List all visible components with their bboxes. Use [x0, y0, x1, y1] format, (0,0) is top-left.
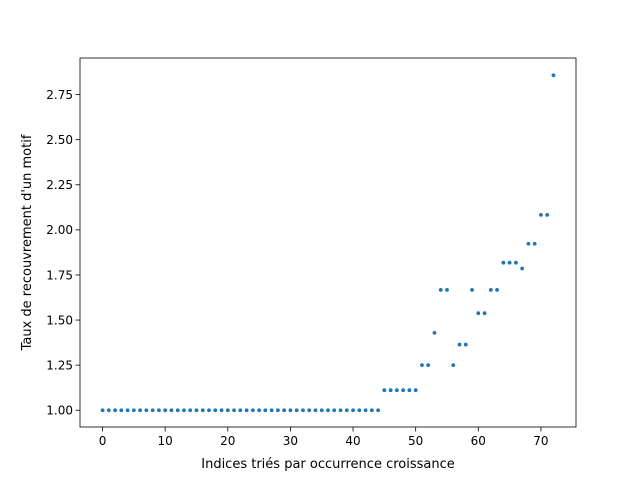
data-point — [276, 408, 280, 413]
data-point — [219, 408, 224, 413]
data-point — [207, 408, 211, 413]
data-point — [401, 388, 406, 393]
data-point — [194, 408, 199, 413]
data-point — [319, 408, 324, 413]
y-axis-label: Taux de recouvrement d'un motif — [20, 134, 35, 351]
x-tick-label: 10 — [158, 434, 173, 448]
x-axis-ticks: 0 10 20 30 40 50 60 70 — [99, 427, 549, 448]
data-point — [394, 388, 399, 393]
data-point — [432, 330, 437, 335]
data-point — [438, 288, 443, 292]
x-tick-label: 40 — [345, 434, 360, 448]
data-point — [520, 266, 525, 271]
data-point — [388, 388, 393, 393]
data-point — [539, 213, 543, 217]
data-point — [131, 408, 136, 413]
data-point — [507, 260, 512, 265]
data-point — [332, 408, 337, 413]
data-point — [250, 408, 255, 413]
data-point — [182, 408, 186, 413]
data-point — [326, 408, 330, 413]
data-point — [257, 408, 262, 413]
data-point — [526, 241, 531, 246]
data-point — [169, 408, 174, 413]
data-point — [263, 408, 268, 413]
y-tick-label: 2.50 — [46, 133, 73, 147]
data-point — [313, 408, 318, 413]
data-point — [106, 408, 111, 413]
x-tick-label: 20 — [220, 434, 235, 448]
data-point — [294, 408, 299, 413]
data-point — [445, 288, 449, 292]
y-tick-label: 1.00 — [46, 404, 73, 418]
data-point — [188, 408, 193, 413]
y-axis-ticks: 1.00 1.25 1.50 1.75 2.00 2.25 2.50 2.75 — [46, 88, 80, 418]
data-point — [269, 408, 274, 413]
data-point — [119, 408, 124, 413]
data-point — [363, 408, 368, 413]
data-point — [238, 408, 243, 413]
y-tick-label: 2.25 — [46, 178, 73, 192]
data-point — [463, 342, 468, 347]
data-point — [344, 408, 349, 413]
data-point — [213, 408, 218, 413]
y-tick-label: 2.75 — [46, 88, 73, 102]
data-point — [357, 408, 362, 413]
x-tick-label: 50 — [408, 434, 423, 448]
data-point — [225, 408, 230, 413]
data-point — [470, 288, 474, 292]
data-point — [413, 388, 418, 393]
data-point — [382, 388, 387, 393]
data-point — [244, 408, 249, 413]
data-point — [163, 408, 168, 413]
data-point — [457, 342, 462, 347]
data-point — [307, 408, 312, 413]
data-point — [288, 408, 293, 413]
data-points — [100, 73, 556, 413]
data-point — [175, 408, 180, 413]
data-point — [476, 311, 481, 316]
data-point — [200, 408, 205, 413]
data-point — [282, 408, 287, 413]
data-point — [513, 260, 518, 265]
data-point — [157, 408, 161, 413]
x-tick-label: 60 — [471, 434, 486, 448]
data-point — [495, 288, 499, 292]
data-point — [338, 408, 343, 413]
data-point — [125, 408, 130, 413]
data-point — [113, 408, 117, 413]
y-tick-label: 1.25 — [46, 358, 73, 372]
data-point — [232, 408, 236, 413]
data-point — [532, 241, 537, 246]
x-tick-label: 70 — [533, 434, 548, 448]
data-point — [144, 408, 149, 413]
data-point — [138, 408, 143, 413]
x-axis-label: Indices triés par occurrence croissance — [201, 457, 455, 472]
x-tick-label: 30 — [283, 434, 298, 448]
data-point — [482, 311, 487, 316]
data-point — [426, 363, 431, 368]
data-point — [488, 288, 493, 292]
data-point — [376, 408, 380, 413]
data-point — [301, 408, 305, 413]
data-point — [351, 408, 355, 413]
data-point — [451, 363, 456, 368]
data-point — [420, 363, 424, 368]
data-point — [150, 408, 155, 413]
data-point — [369, 408, 374, 413]
y-tick-label: 1.75 — [46, 268, 73, 282]
plot-frame — [79, 57, 577, 428]
data-point — [100, 408, 105, 413]
data-point — [501, 260, 506, 265]
data-point — [545, 213, 550, 217]
data-point — [551, 73, 556, 78]
y-tick-label: 1.50 — [46, 313, 73, 327]
y-tick-label: 2.00 — [46, 223, 73, 237]
x-tick-label: 0 — [99, 434, 107, 448]
data-point — [407, 388, 412, 393]
